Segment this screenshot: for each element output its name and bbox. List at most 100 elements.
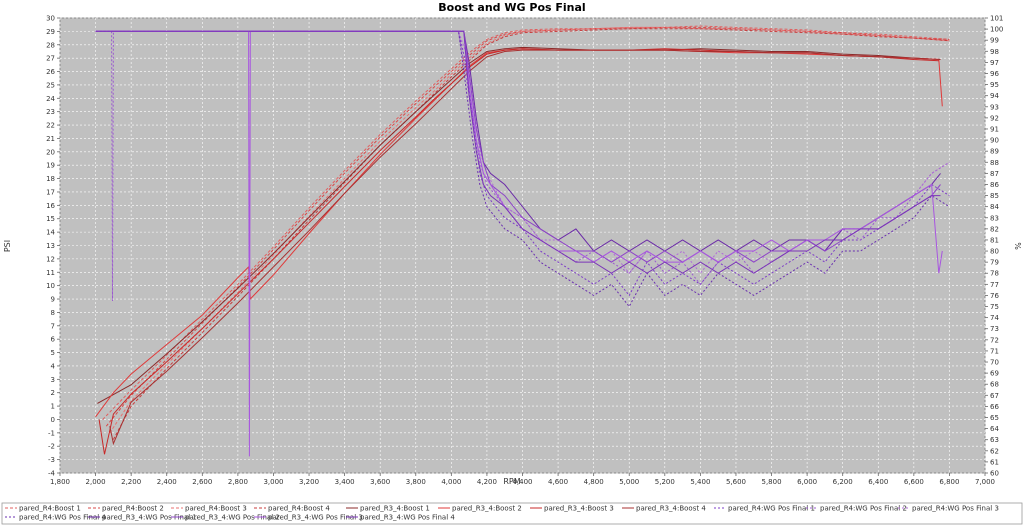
- series-line-5: [97, 46, 941, 404]
- legend-entry: pared_R3_4:Boost 2: [452, 505, 522, 513]
- x-tick-label: 3,800: [406, 478, 426, 486]
- x-tick-label: 6,600: [904, 478, 924, 486]
- y2-tick-label: 94: [990, 92, 999, 100]
- legend-entry: pared_R3_4:Boost 1: [360, 505, 430, 513]
- y2-tick-label: 64: [990, 425, 999, 433]
- y2-tick-label: 67: [990, 392, 999, 400]
- y2-tick-label: 63: [990, 436, 999, 444]
- y2-tick-label: 95: [990, 81, 999, 89]
- y2-tick-label: 101: [990, 15, 1003, 23]
- y-tick-label: 25: [46, 81, 55, 89]
- y2-axis-ticks: 60 61 62 63 64 65 66 67 68 69 70 71 72 73 74 75 76 77 78 79…: [985, 15, 1003, 478]
- x-tick-label: 5,400: [690, 478, 710, 486]
- legend-entry: pared_R3_4:WG Pos Final 4: [360, 514, 455, 522]
- legend-entry: pared_R4:WG Pos Final 1: [728, 505, 815, 513]
- y-tick-label: 3: [51, 376, 55, 384]
- series-line-1: [102, 25, 950, 420]
- plot-area: [59, 17, 986, 474]
- x-tick-label: 4,600: [548, 478, 568, 486]
- y2-tick-label: 89: [990, 148, 999, 156]
- x-tick-label: 1,800: [50, 478, 70, 486]
- y-tick-label: 30: [46, 15, 55, 23]
- x-tick-label: 4,800: [584, 478, 604, 486]
- y2-tick-label: 83: [990, 214, 999, 222]
- y2-tick-label: 73: [990, 325, 999, 333]
- x-tick-label: 2,600: [192, 478, 212, 486]
- legend-entry: pared_R4:Boost 2: [102, 505, 164, 513]
- x-tick-label: 2,400: [157, 478, 177, 486]
- y2-tick-label: 97: [990, 59, 999, 67]
- y-tick-label: 0: [51, 416, 55, 424]
- y-tick-label: 5: [51, 349, 55, 357]
- y-tick-label: 8: [51, 309, 55, 317]
- y2-tick-label: 77: [990, 281, 999, 289]
- y2-tick-label: 76: [990, 292, 999, 300]
- legend-entry: pared_R3_4:WG Pos Final 3: [268, 514, 363, 522]
- x-tick-label: 6,200: [833, 478, 853, 486]
- y-tick-label: 22: [46, 122, 55, 130]
- y2-tick-label: 81: [990, 236, 999, 244]
- y-tick-label: 21: [46, 135, 55, 143]
- y2-tick-label: 82: [990, 225, 999, 233]
- y2-tick-label: 66: [990, 403, 999, 411]
- legend-entry: pared_R4:Boost 4: [268, 505, 330, 513]
- y-tick-label: 16: [46, 202, 55, 210]
- series-line-3: [109, 26, 950, 434]
- y-tick-label: 29: [46, 28, 55, 36]
- y-tick-label: 4: [51, 362, 56, 370]
- legend-entry: pared_R3_4:WG Pos Final 1: [102, 514, 197, 522]
- x-tick-label: 2,000: [86, 478, 106, 486]
- y-axis-title: PSI: [3, 240, 12, 252]
- series-line-10: [95, 30, 950, 302]
- x-tick-label: 5,000: [619, 478, 639, 486]
- x-tick-label: 5,600: [726, 478, 746, 486]
- x-tick-label: 3,400: [335, 478, 355, 486]
- series-line-6: [95, 48, 943, 418]
- y-tick-label: 7: [51, 322, 55, 330]
- y-tick-label: 19: [46, 162, 55, 170]
- y-tick-label: -1: [48, 429, 55, 437]
- y-tick-label: 18: [46, 175, 55, 183]
- legend-entry: pared_R4:WG Pos Final 4: [19, 514, 106, 522]
- x-axis-ticks: 1,800 2,000 2,200 2,400 2,600 2,800 3,000 3,200…: [50, 473, 995, 486]
- x-tick-label: 3,600: [370, 478, 390, 486]
- y2-tick-label: 78: [990, 270, 999, 278]
- y-tick-label: 11: [46, 269, 55, 277]
- y2-tick-label: 84: [990, 203, 999, 211]
- x-tick-label: 4,000: [441, 478, 461, 486]
- y-tick-label: 12: [46, 255, 55, 263]
- y2-tick-label: 68: [990, 381, 999, 389]
- y2-tick-label: 96: [990, 70, 999, 78]
- y2-tick-label: 79: [990, 259, 999, 267]
- y2-axis-title: %: [1013, 242, 1022, 250]
- x-tick-label: 2,200: [121, 478, 141, 486]
- x-tick-label: 6,400: [868, 478, 888, 486]
- legend-entry: pared_R4:WG Pos Final 2: [820, 505, 907, 513]
- x-tick-label: 4,200: [477, 478, 497, 486]
- y2-tick-label: 60: [990, 470, 999, 478]
- y2-tick-label: 65: [990, 414, 999, 422]
- series-layer: [95, 25, 950, 457]
- series-line-4: [112, 28, 950, 440]
- y-tick-label: -4: [48, 470, 56, 478]
- y-tick-label: 9: [51, 296, 55, 304]
- y-tick-label: 1: [51, 403, 55, 411]
- y2-tick-label: 93: [990, 103, 999, 111]
- y-tick-label: 10: [46, 282, 55, 290]
- series-line-12: [95, 30, 950, 308]
- series-line-8: [109, 49, 941, 446]
- y-tick-label: 13: [46, 242, 55, 250]
- x-tick-label: 3,000: [263, 478, 283, 486]
- y2-tick-label: 92: [990, 114, 999, 122]
- y2-tick-label: 98: [990, 48, 999, 56]
- y-tick-label: 15: [46, 215, 55, 223]
- y-tick-label: 14: [46, 229, 55, 237]
- legend-entry: pared_R3_4:WG Pos Final 2: [185, 514, 280, 522]
- chart-title: Boost and WG Pos Final: [438, 1, 585, 14]
- y-tick-label: 23: [46, 108, 55, 116]
- y-tick-label: 28: [46, 41, 55, 49]
- y2-tick-label: 62: [990, 447, 999, 455]
- series-line-16: [95, 30, 941, 274]
- y2-tick-label: 75: [990, 303, 999, 311]
